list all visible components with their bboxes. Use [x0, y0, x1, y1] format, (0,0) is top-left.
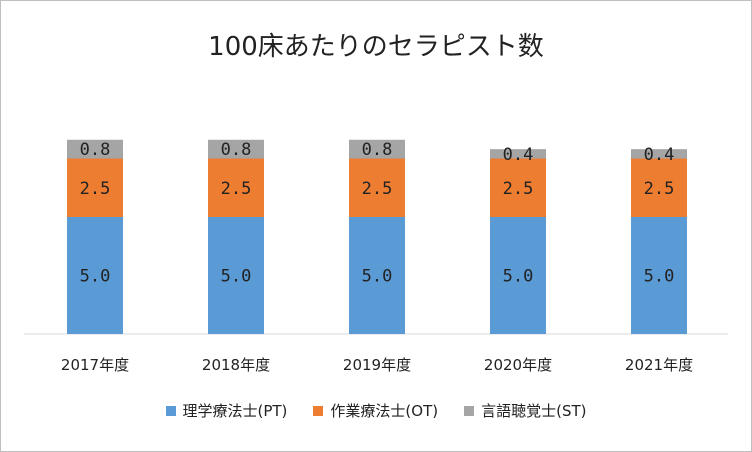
bar-segment-s2-c1	[208, 139, 264, 159]
data-label-s2-c3: 0.4	[503, 145, 534, 165]
legend-label-st: 言語聴覚士(ST)	[481, 402, 587, 420]
data-label-s0-c1: 5.0	[221, 267, 252, 287]
bar-segment-s2-c4	[631, 149, 687, 159]
data-label-s0-c2: 5.0	[362, 267, 393, 287]
bar-segment-s1-c4	[631, 158, 687, 217]
legend-swatch-ot	[313, 405, 324, 416]
legend-label-ot: 作業療法士(OT)	[330, 402, 439, 420]
data-label-s1-c2: 2.5	[362, 179, 393, 199]
data-label-s2-c1: 0.8	[221, 140, 252, 160]
bar-segment-s1-c0	[67, 158, 123, 217]
bar-segment-s1-c1	[208, 158, 264, 217]
data-label-s0-c0: 5.0	[80, 267, 111, 287]
bar-segment-s0-c3	[490, 217, 546, 334]
legend-item-st: 言語聴覚士(ST)	[464, 400, 587, 421]
data-label-s0-c3: 5.0	[503, 267, 534, 287]
data-label-s1-c1: 2.5	[221, 179, 252, 199]
data-label-s1-c0: 2.5	[80, 179, 111, 199]
bar-segment-s0-c1	[208, 217, 264, 334]
bar-segment-s0-c2	[349, 217, 405, 334]
legend-item-ot: 作業療法士(OT)	[313, 400, 438, 421]
data-label-s1-c3: 2.5	[503, 179, 534, 199]
legend-item-pt: 理学療法士(PT)	[165, 400, 288, 421]
bar-segment-s2-c2	[349, 139, 405, 159]
bar-segment-s0-c0	[67, 217, 123, 334]
x-tick-label: 2017年度	[61, 356, 129, 374]
x-tick-label: 2020年度	[484, 356, 552, 374]
bar-segment-s2-c0	[67, 139, 123, 159]
data-label-s1-c4: 2.5	[644, 179, 675, 199]
legend-swatch-pt	[165, 405, 176, 416]
bar-segment-s0-c4	[631, 217, 687, 334]
data-label-s0-c4: 5.0	[644, 267, 675, 287]
x-tick-label: 2018年度	[202, 356, 270, 374]
legend-label-pt: 理学療法士(PT)	[182, 402, 288, 420]
x-tick-label: 2021年度	[625, 356, 693, 374]
data-label-s2-c0: 0.8	[80, 140, 111, 160]
x-tick-label: 2019年度	[343, 356, 411, 374]
data-label-s2-c4: 0.4	[644, 145, 675, 165]
data-label-s2-c2: 0.8	[362, 140, 393, 160]
chart-title: 100床あたりのセラピスト数	[208, 32, 544, 62]
legend-swatch-st	[464, 405, 475, 416]
bar-segment-s2-c3	[490, 149, 546, 159]
bar-segment-s1-c3	[490, 158, 546, 217]
legend: 理学療法士(PT) 作業療法士(OT) 言語聴覚士(ST)	[0, 400, 752, 421]
bar-segment-s1-c2	[349, 158, 405, 217]
